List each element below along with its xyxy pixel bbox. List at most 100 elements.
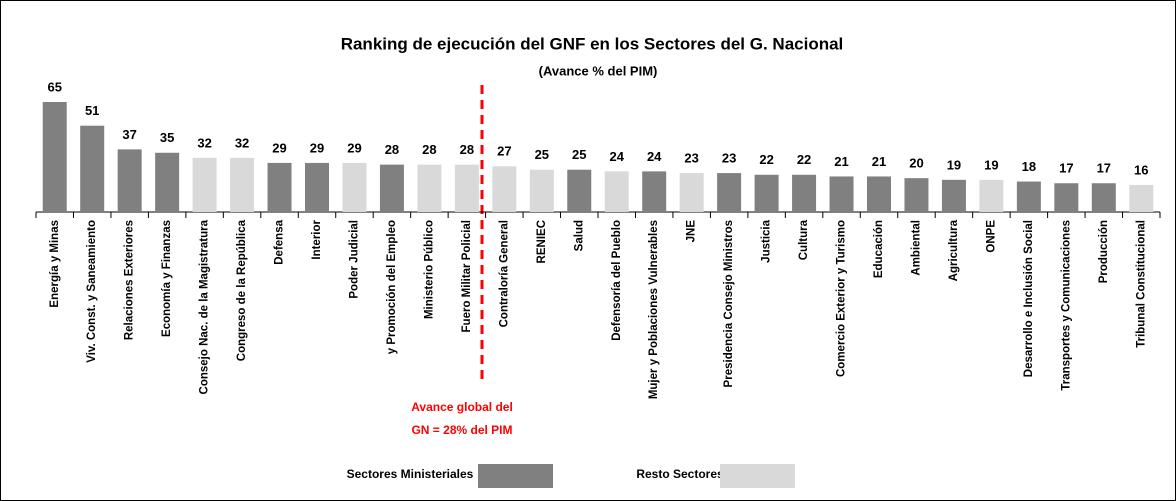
value-label: 23 [684, 151, 698, 166]
x-tick-label: Agricultura [948, 219, 960, 281]
x-tick-label: Viv. Const. y Saneamiento [86, 220, 98, 363]
value-label: 27 [497, 144, 511, 159]
value-label: 25 [572, 147, 586, 162]
legend-swatch [478, 464, 553, 488]
value-label: 29 [347, 140, 361, 155]
x-tick-label: Defensoría del Pueblo [611, 220, 623, 341]
bar [80, 125, 105, 212]
value-label: 18 [1022, 159, 1036, 174]
x-tick-label: Desarrollo e Inclusión Social [1023, 220, 1035, 377]
bar [1054, 183, 1079, 212]
bar [1016, 181, 1041, 212]
bar [117, 149, 142, 212]
bar [267, 162, 292, 212]
x-tick-label: Justicia [761, 219, 773, 262]
bar [1129, 184, 1154, 212]
bar [979, 179, 1004, 212]
x-tick-label: Salud [573, 220, 585, 251]
value-label: 32 [235, 135, 249, 150]
x-tick-label: Producción [1098, 220, 1110, 283]
bar [230, 157, 255, 212]
value-label: 20 [909, 156, 923, 171]
bar [417, 164, 442, 212]
bar [454, 164, 479, 212]
bar [529, 169, 554, 212]
bar [192, 157, 217, 212]
x-tick-label: Congreso de la República [236, 219, 248, 361]
value-label: 24 [609, 149, 624, 164]
x-tick-label: Defensa [274, 219, 286, 264]
value-label: 22 [759, 152, 773, 167]
chart-title: Ranking de ejecución del GNF en los Sect… [341, 34, 844, 53]
legend-label: Sectores Ministeriales [347, 467, 474, 481]
x-tick-label: Mujer y Poblaciones Vulnerables [648, 220, 660, 399]
x-tick-label: ONPE [985, 220, 997, 253]
bar [717, 173, 742, 212]
value-label: 28 [422, 142, 436, 157]
bar [754, 174, 779, 212]
value-label: 25 [535, 147, 549, 162]
value-label: 17 [1059, 161, 1073, 176]
value-label: 19 [984, 157, 998, 172]
x-tick-label: JNE [686, 220, 698, 243]
x-tick-label: Comercio Exterior y Turismo [836, 220, 848, 377]
x-tick-label: Poder Judicial [348, 220, 360, 299]
value-label: 16 [1134, 162, 1148, 177]
x-tick-label: Contraloría General [498, 220, 510, 327]
bar [305, 162, 329, 212]
value-label: 21 [834, 154, 848, 169]
value-label: 32 [197, 135, 211, 150]
value-label: 28 [460, 142, 474, 157]
x-tick-label: Economía y Finanzas [161, 220, 173, 337]
x-tick-label: Energía y Minas [49, 220, 61, 308]
x-tick-label: Presidencia Consejo Ministros [723, 220, 735, 387]
bar [642, 171, 667, 212]
bar [941, 179, 966, 212]
value-label: 29 [272, 140, 286, 155]
bar [604, 171, 629, 212]
value-label: 19 [947, 157, 961, 172]
value-label: 37 [122, 127, 136, 142]
bar [792, 174, 817, 212]
x-tick-label: Ministerio Público [423, 220, 435, 319]
bar [379, 164, 404, 212]
bar [1091, 183, 1116, 212]
value-label: 24 [647, 149, 662, 164]
chart-subtitle: (Avance % del PIM) [539, 63, 658, 78]
bar [679, 173, 704, 212]
x-tick-label: Educación [873, 220, 885, 278]
value-label: 17 [1097, 161, 1111, 176]
annotation: GN = 28% del PIM [411, 423, 512, 437]
x-tick-label: Ambiental [910, 220, 922, 276]
value-label: 51 [85, 103, 99, 118]
bar [904, 178, 929, 212]
x-tick-label: RENIEC [536, 220, 548, 263]
bar [867, 176, 891, 212]
x-tick-label: Transportes y Comunicaciones [1060, 220, 1072, 391]
bar [829, 176, 854, 212]
value-label: 29 [310, 140, 324, 155]
bar [155, 152, 180, 212]
legend-swatch [720, 464, 795, 488]
value-label: 23 [722, 151, 736, 166]
x-tick-label: Cultura [798, 219, 810, 260]
x-tick-label: Fuero Militar Policial [461, 220, 473, 332]
value-label: 65 [47, 79, 61, 94]
value-label: 21 [872, 154, 886, 169]
bar [492, 166, 517, 212]
legend-label: Resto Sectores [636, 467, 724, 481]
bar [567, 169, 592, 212]
x-tick-label: y Promoción del Empleo [386, 220, 398, 354]
x-tick-label: Relaciones Exteriores [124, 220, 136, 340]
value-label: 22 [797, 152, 811, 167]
value-label: 35 [160, 130, 174, 145]
value-label: 28 [385, 142, 399, 157]
x-tick-label: Interior [311, 219, 323, 259]
bar [342, 162, 367, 212]
x-tick-label: Consejo Nac. de la Magistratura [199, 219, 211, 394]
annotation: Avance global del [411, 400, 513, 414]
x-tick-label: Tribunal Constitucional [1135, 220, 1147, 348]
bar [42, 102, 67, 212]
